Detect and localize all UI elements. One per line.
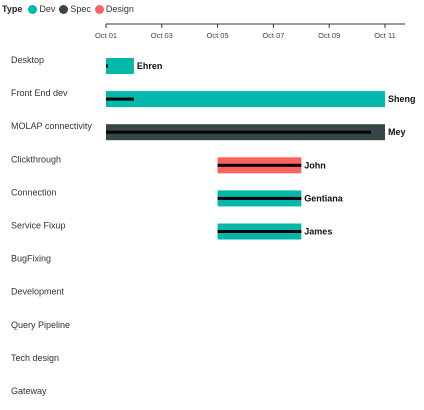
time-axis: Oct 01 Oct 03 Oct 05 Oct 07 Oct 09 Oct 11 — [95, 23, 405, 40]
legend-label-spec: Spec — [70, 4, 91, 14]
legend-item-spec[interactable]: Spec — [59, 4, 91, 14]
task-label: Gateway — [11, 386, 47, 396]
task-bars: Ehren Sheng Mey John Gentiana James — [106, 58, 416, 240]
task-label: BugFixing — [11, 254, 51, 264]
task-label: Front End dev — [11, 88, 68, 98]
progress-line — [106, 64, 108, 68]
tick-label: Oct 03 — [151, 31, 173, 40]
legend-label-design: Design — [105, 4, 134, 14]
tick-label: Oct 07 — [262, 31, 284, 40]
legend-title: Type — [2, 4, 23, 14]
progress-line — [217, 230, 302, 233]
progress-line — [106, 97, 134, 101]
legend-dot-dev — [28, 4, 38, 14]
legend-dot-spec — [59, 4, 69, 14]
progress-line — [217, 163, 302, 167]
tick-label: Oct 05 — [207, 31, 229, 40]
task-labels: Desktop Front End dev MOLAP connectivity Cl… — [11, 55, 92, 396]
task-label: Desktop — [11, 55, 44, 65]
resource-label: Mey — [388, 127, 406, 137]
task-bar[interactable] — [106, 91, 385, 108]
task-label: Service Fixup — [11, 221, 66, 231]
resource-label: John — [304, 160, 326, 170]
task-label: Development — [11, 287, 65, 297]
task-label: Connection — [11, 187, 57, 197]
tick-label: Oct 11 — [374, 31, 396, 40]
resource-label: Sheng — [388, 94, 416, 104]
tick-label: Oct 09 — [318, 31, 340, 40]
task-label: Tech design — [11, 353, 59, 363]
resource-label: James — [304, 227, 332, 237]
legend-item-design[interactable]: Design — [94, 4, 134, 14]
legend-item-dev[interactable]: Dev — [28, 4, 55, 14]
task-label: Clickthrough — [11, 154, 61, 164]
resource-label: Gentiana — [304, 193, 344, 203]
resource-label: Ehren — [137, 61, 163, 71]
task-bar[interactable] — [106, 58, 134, 74]
tick-label: Oct 01 — [95, 31, 117, 40]
chart-legend: Type Dev Spec Design — [2, 2, 138, 16]
legend-label-dev: Dev — [39, 4, 56, 14]
task-label: MOLAP connectivity — [11, 121, 92, 131]
legend-dot-design — [94, 4, 104, 14]
progress-line — [217, 196, 302, 200]
progress-line — [106, 130, 372, 134]
task-label: Query Pipeline — [11, 320, 70, 330]
